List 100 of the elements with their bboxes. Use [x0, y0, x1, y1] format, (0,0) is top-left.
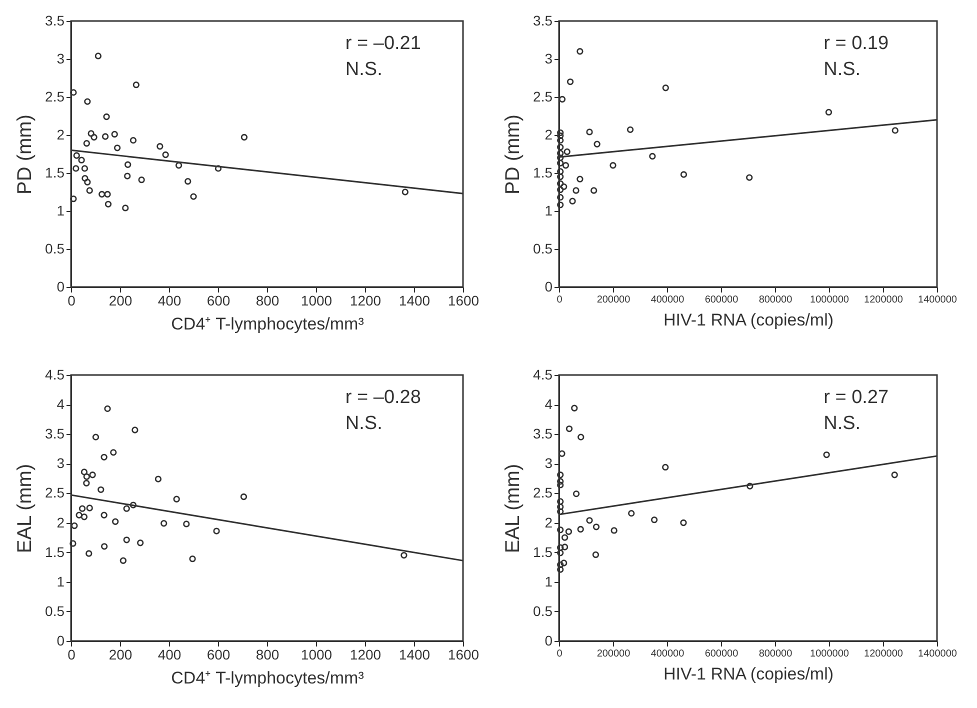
x-tick-label: 400000	[650, 648, 685, 660]
y-tick-label: 4	[544, 396, 553, 412]
point	[76, 512, 82, 518]
x-axis-title: HIV-1 RNA (copies/ml)	[663, 310, 834, 330]
y-tick-label: 1	[544, 573, 553, 590]
point	[110, 449, 117, 456]
point	[83, 480, 90, 487]
point	[104, 200, 112, 208]
y-tick-label: 2.5	[533, 484, 553, 501]
point	[565, 528, 572, 535]
y-tick-label: 2	[56, 126, 65, 142]
x-tick-label: 1200	[350, 646, 382, 662]
annotation: r = –0.21	[345, 33, 421, 54]
point	[610, 162, 616, 169]
x-tick-label: 1400	[398, 646, 430, 662]
point	[557, 498, 564, 505]
point	[102, 133, 109, 140]
x-tick-label: 800000	[758, 294, 793, 306]
point	[557, 508, 564, 515]
point	[402, 188, 409, 196]
point	[557, 478, 564, 485]
y-tick-label: 2.5	[45, 484, 65, 501]
point	[557, 186, 564, 194]
y-tick-label: 0.5	[533, 602, 553, 619]
point	[400, 552, 408, 559]
point	[70, 196, 77, 202]
point	[122, 204, 129, 212]
point	[662, 464, 669, 471]
point	[156, 143, 164, 150]
y-tick-label: 4	[56, 396, 65, 412]
y-tick-label: 2.5	[533, 88, 553, 104]
y-tick-label: 1.5	[45, 544, 65, 560]
point	[586, 517, 593, 524]
point	[100, 512, 108, 518]
point	[557, 482, 564, 488]
point	[213, 528, 220, 534]
y-tick-label: 0	[56, 278, 65, 294]
point	[240, 493, 248, 500]
point	[120, 557, 127, 564]
point	[89, 472, 96, 478]
point	[557, 503, 564, 510]
point	[628, 510, 635, 517]
point	[98, 486, 104, 494]
point	[114, 144, 121, 152]
y-tick-label: 3.5	[533, 12, 553, 28]
point	[173, 496, 180, 502]
point	[746, 482, 754, 490]
point	[557, 526, 564, 534]
y-tick-label: 3	[544, 50, 553, 66]
point	[557, 168, 564, 175]
y-tick-label: 0.5	[533, 240, 553, 256]
point	[557, 566, 564, 573]
y-axis-title: EAL (mm)	[502, 464, 524, 554]
x-tick-label: 1200000	[864, 294, 904, 306]
point	[557, 150, 564, 157]
point	[124, 161, 132, 168]
x-axis-title: CD4⁺ T-lymphocytes/mm³	[171, 668, 364, 688]
point	[132, 82, 140, 88]
point	[73, 152, 80, 159]
y-tick-label: 0	[544, 632, 553, 648]
x-tick-label: 1000000	[810, 294, 850, 306]
point	[557, 561, 564, 568]
point	[650, 516, 658, 524]
x-axis-title: HIV-1 RNA (copies/ml)	[663, 664, 834, 684]
annotation: r = 0.27	[824, 387, 889, 408]
point	[100, 543, 108, 550]
point	[649, 152, 656, 160]
point	[154, 476, 162, 482]
point	[566, 78, 574, 86]
point	[112, 518, 119, 525]
x-tick-label: 600	[206, 292, 230, 308]
x-tick-label: 1400000	[918, 294, 958, 306]
x-tick-label: 1200000	[864, 648, 904, 660]
y-tick-label: 3	[56, 455, 65, 472]
point	[576, 176, 584, 182]
x-tick-label: 0	[68, 292, 76, 308]
point	[83, 473, 90, 480]
point	[136, 540, 144, 546]
point	[132, 426, 138, 434]
annotation: r = –0.28	[345, 387, 421, 408]
point	[586, 128, 593, 136]
x-tick-label: 200000	[596, 648, 631, 660]
point	[183, 520, 190, 528]
point	[184, 178, 192, 185]
point	[78, 156, 85, 164]
x-tick-label: 1000	[300, 646, 332, 662]
point	[569, 198, 576, 204]
x-tick-label: 200000	[596, 294, 631, 306]
point	[138, 176, 145, 184]
point	[557, 136, 564, 144]
point	[577, 526, 584, 533]
point	[892, 127, 898, 134]
point	[86, 504, 93, 512]
point	[572, 187, 580, 194]
x-tick-label: 1600	[448, 292, 480, 308]
point	[81, 165, 88, 172]
point	[560, 560, 568, 566]
point	[98, 190, 106, 198]
point	[82, 174, 88, 182]
y-axis-title: PD (mm)	[502, 114, 524, 194]
